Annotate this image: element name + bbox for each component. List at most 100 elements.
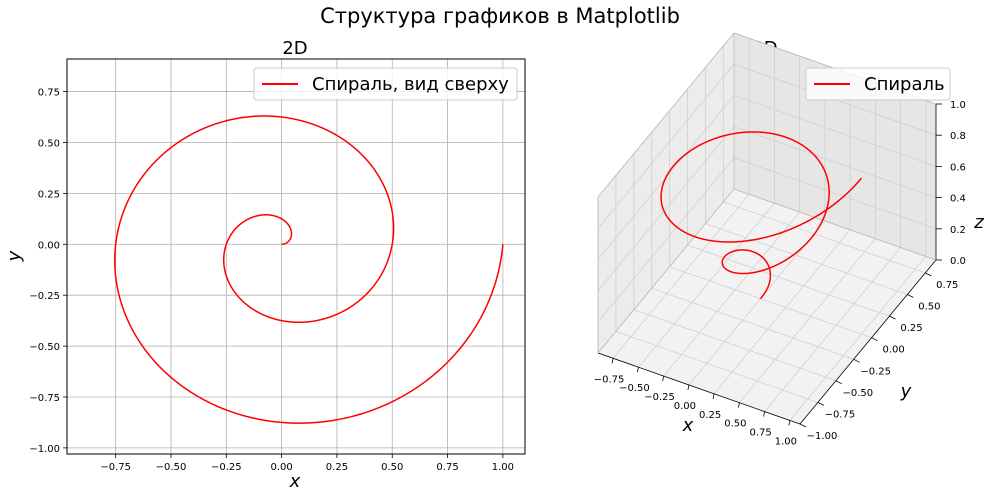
chart-3d-y-axis-line bbox=[799, 259, 937, 425]
chart-2d-ytick-label: 0.00 bbox=[38, 240, 60, 251]
chart-3d-grid-x-floor bbox=[739, 238, 876, 403]
chart-3d-ytick bbox=[907, 294, 914, 298]
chart-3d-legend: Спираль bbox=[805, 67, 951, 101]
chart-3d-xtick bbox=[763, 411, 765, 417]
chart-2d-yticks: 0.75 0.50 0.25 0.00 −0.25 −0.50 −0.75 −1.00 bbox=[29, 88, 67, 455]
chart-3d-ztick-label: 0.0 bbox=[950, 256, 966, 267]
chart-3d-ytick bbox=[871, 337, 878, 342]
chart-3d-ztick-label: 0.6 bbox=[950, 162, 966, 173]
chart-2d-xtick-label: 0.50 bbox=[381, 462, 403, 473]
chart-3d-xtick bbox=[611, 358, 614, 364]
chart-3d-ytick bbox=[853, 358, 860, 363]
chart-2d-ytick-label: −1.00 bbox=[29, 444, 60, 455]
chart-2d-series-line bbox=[113, 115, 504, 424]
chart-2d-ytick-label: 0.75 bbox=[38, 88, 60, 99]
chart-3d-legend-label: Спираль bbox=[864, 74, 945, 95]
chart-3d-ylabel: y bbox=[900, 381, 912, 402]
chart-3d-xtick-label: 0.00 bbox=[674, 401, 696, 412]
chart-3d-ztick-label: 0.2 bbox=[950, 225, 966, 236]
chart-2d-xticks: −0.75 −0.50 −0.25 0.00 0.25 0.50 0.75 1.00 bbox=[100, 454, 514, 473]
chart-3d-xtick bbox=[788, 420, 791, 426]
chart-3d-series-line bbox=[660, 131, 863, 300]
chart-3d-ytick-label: −0.75 bbox=[825, 409, 856, 420]
chart-3d-grid-z-back bbox=[733, 95, 937, 167]
chart-3d-grid-y-floor bbox=[723, 201, 926, 274]
chart-3d-ytick-label: 0.50 bbox=[918, 302, 940, 313]
chart-2d-xtick-label: 1.00 bbox=[492, 462, 514, 473]
chart-3d-side-pane bbox=[598, 33, 734, 353]
chart-3d-xtick-label: −0.50 bbox=[619, 383, 650, 394]
chart-2d-ytick-label: 0.25 bbox=[38, 189, 60, 200]
figure-suptitle: Структура графиков в Matplotlib bbox=[320, 4, 680, 28]
chart-3d-grid-z-side bbox=[597, 63, 735, 229]
chart-2d-xtick-label: −0.25 bbox=[211, 462, 242, 473]
chart-3d-ytick bbox=[835, 380, 842, 385]
chart-3d-ztick-label: 0.8 bbox=[950, 131, 966, 142]
chart-3d-grid-y-floor bbox=[651, 287, 854, 360]
chart-3d-grid-x-floor bbox=[713, 229, 851, 395]
chart-3d-grid-y-floor bbox=[687, 244, 890, 317]
chart-3d-grid bbox=[597, 32, 937, 425]
chart-2d-xtick-label: 0.00 bbox=[270, 462, 292, 473]
chart-3d-grid-x-floor bbox=[612, 194, 750, 359]
chart-3d-ytick-label: −1.00 bbox=[807, 431, 838, 442]
chart-3d-xtick-label: 0.25 bbox=[699, 410, 721, 421]
chart-3d-grid-z-back bbox=[733, 126, 937, 198]
chart-2d-ylabel: y bbox=[4, 250, 25, 262]
chart-3d: 3D −0.75−0.50−0.250.000.250.500.751.00−1… bbox=[594, 32, 984, 447]
chart-3d-ytick-label: 0.25 bbox=[900, 323, 922, 334]
chart-3d-grid-x-floor bbox=[764, 247, 901, 412]
chart-3d-x-axis-line bbox=[597, 352, 801, 425]
chart-3d-grid-x-floor bbox=[789, 256, 927, 421]
chart-3d-xtick-label: −0.25 bbox=[644, 392, 675, 403]
chart-3d-grid-z-side bbox=[597, 126, 735, 291]
chart-3d-xtick bbox=[712, 393, 715, 399]
chart-3d-grid-x-floor bbox=[638, 202, 775, 368]
chart-3d-ytick-label: −0.50 bbox=[842, 388, 873, 399]
chart-2d-axes-frame bbox=[66, 58, 526, 455]
chart-2d-title: 2D bbox=[282, 38, 307, 59]
chart-3d-ticks: −0.75−0.50−0.250.000.250.500.751.00 −1.00… bbox=[594, 100, 966, 447]
chart-3d-xtick-label: 1.00 bbox=[775, 436, 797, 447]
chart-3d-ztick-label: 1.0 bbox=[950, 100, 966, 111]
chart-3d-ytick bbox=[889, 315, 896, 320]
chart-2d-xtick-label: 0.25 bbox=[326, 462, 348, 473]
chart-3d-grid-y-floor bbox=[633, 309, 836, 382]
chart-2d-grid bbox=[67, 59, 525, 454]
chart-2d-ytick-label: −0.75 bbox=[29, 393, 60, 404]
chart-2d-legend-box bbox=[253, 67, 518, 101]
chart-3d-grid-z-side bbox=[597, 157, 735, 323]
chart-2d-xtick-label: −0.50 bbox=[156, 462, 187, 473]
chart-2d-legend-label: Спираль, вид сверху bbox=[312, 74, 509, 95]
chart-2d-ytick-label: 0.50 bbox=[38, 138, 60, 149]
chart-2d-legend: Спираль, вид сверху bbox=[253, 67, 518, 101]
chart-3d-ytick-label: −0.25 bbox=[860, 366, 891, 377]
chart-3d-xtick bbox=[738, 402, 740, 408]
chart-3d-ytick-label: 0.00 bbox=[882, 345, 904, 356]
chart-3d-grid-y-floor bbox=[705, 223, 908, 295]
chart-3d-pane-edge bbox=[597, 188, 735, 354]
chart-2d: 2D −0.75 −0.50 −0.25 0.00 0.25 0.50 0.75 1.00 0… bbox=[4, 38, 526, 492]
chart-3d-xtick bbox=[637, 367, 639, 373]
chart-3d-zlabel: z bbox=[973, 212, 984, 233]
chart-3d-grid-z-back bbox=[733, 157, 937, 230]
chart-3d-ytick-label: 0.75 bbox=[936, 280, 958, 291]
chart-3d-grid-y-floor bbox=[615, 331, 819, 403]
chart-3d-grid-y-floor bbox=[669, 266, 872, 339]
chart-3d-pane-edge bbox=[597, 32, 735, 198]
chart-3d-legend-box bbox=[805, 67, 951, 101]
chart-2d-xlabel: x bbox=[289, 471, 301, 492]
chart-3d-xtick bbox=[662, 376, 664, 382]
chart-3d-floor-pane bbox=[598, 189, 936, 424]
chart-3d-ztick-label: 0.4 bbox=[950, 194, 966, 205]
chart-3d-xtick-label: 0.75 bbox=[749, 428, 771, 439]
chart-3d-xtick bbox=[687, 384, 690, 390]
chart-3d-ytick bbox=[817, 402, 825, 406]
chart-3d-ytick bbox=[799, 423, 807, 428]
chart-2d-xtick-label: 0.75 bbox=[436, 462, 458, 473]
chart-3d-grid-x-floor bbox=[663, 211, 800, 377]
chart-2d-ytick-label: −0.25 bbox=[29, 291, 60, 302]
chart-3d-xtick-label: 0.50 bbox=[724, 419, 746, 430]
chart-3d-pane-edge bbox=[733, 188, 937, 261]
